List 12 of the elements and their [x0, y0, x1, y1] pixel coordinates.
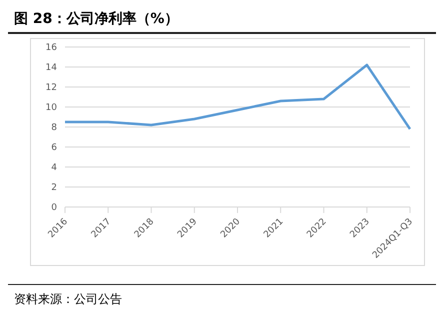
y-tick-label: 10 [46, 103, 58, 114]
y-tick-label: 14 [46, 63, 58, 74]
text: 资料来源：公司公告 [14, 291, 123, 308]
y-tick-label: 16 [46, 43, 58, 54]
line-series [64, 64, 412, 130]
y-tick-label: 6 [51, 143, 58, 154]
y-tick-label: 2 [51, 183, 57, 194]
y-tick-label: 8 [51, 123, 58, 134]
chart-title: 图 28：公司净利率（%） [8, 8, 436, 34]
y-tick-label: 0 [51, 203, 58, 214]
y-tick-label: 12 [46, 83, 57, 94]
y-tick-label: 4 [51, 163, 58, 174]
